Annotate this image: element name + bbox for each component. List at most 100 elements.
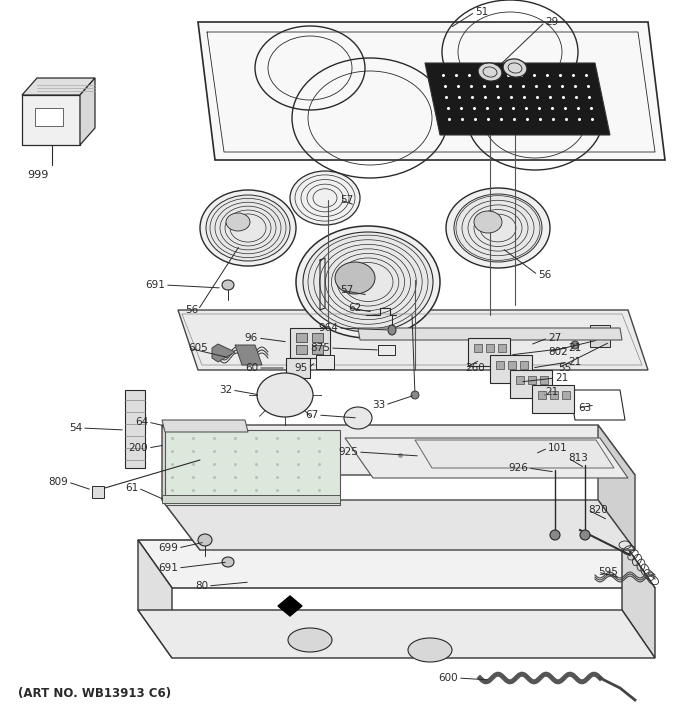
Text: 95: 95 [294, 363, 308, 373]
Text: 802: 802 [548, 347, 568, 357]
Text: 33: 33 [372, 400, 385, 410]
Ellipse shape [571, 341, 579, 349]
Bar [474, 344, 482, 352]
Polygon shape [198, 22, 665, 160]
Text: 57: 57 [340, 285, 353, 295]
Polygon shape [125, 390, 145, 468]
Text: 61: 61 [124, 483, 138, 493]
Ellipse shape [335, 262, 375, 294]
Bar [550, 391, 558, 399]
Text: 51: 51 [475, 7, 488, 17]
Polygon shape [415, 440, 614, 468]
Polygon shape [138, 540, 172, 658]
Text: 64: 64 [135, 417, 148, 427]
Ellipse shape [198, 534, 212, 546]
Polygon shape [490, 355, 532, 383]
Bar [312, 345, 323, 354]
Text: 56: 56 [538, 270, 551, 280]
Polygon shape [212, 344, 235, 362]
Text: 21: 21 [568, 343, 581, 353]
Text: 926: 926 [508, 463, 528, 473]
Text: 605: 605 [188, 343, 208, 353]
Ellipse shape [474, 211, 502, 233]
Text: 32: 32 [219, 385, 232, 395]
Bar [486, 344, 494, 352]
Polygon shape [345, 438, 628, 478]
Polygon shape [138, 610, 655, 658]
Bar [528, 376, 536, 384]
Polygon shape [22, 78, 95, 95]
Bar [92, 486, 104, 498]
Ellipse shape [222, 557, 234, 567]
Polygon shape [138, 540, 655, 588]
Polygon shape [358, 328, 622, 340]
Ellipse shape [388, 325, 396, 335]
Ellipse shape [206, 195, 290, 261]
Bar [508, 361, 516, 369]
Polygon shape [165, 430, 340, 505]
Ellipse shape [257, 373, 313, 417]
Polygon shape [162, 425, 635, 475]
Bar [540, 376, 548, 384]
Text: 55: 55 [558, 363, 571, 373]
Text: 67: 67 [305, 410, 318, 420]
Ellipse shape [580, 530, 590, 540]
Polygon shape [622, 540, 655, 658]
Bar [590, 325, 610, 347]
Text: 809: 809 [48, 477, 68, 487]
Bar [316, 355, 334, 369]
Polygon shape [278, 596, 302, 616]
Bar [496, 361, 504, 369]
Text: 101: 101 [548, 443, 568, 453]
Ellipse shape [303, 232, 433, 332]
Bar [538, 391, 546, 399]
Text: 54: 54 [69, 423, 82, 433]
Text: 595: 595 [598, 567, 618, 577]
Text: 57: 57 [340, 195, 353, 205]
Polygon shape [162, 420, 248, 432]
Text: 691: 691 [158, 563, 178, 573]
Bar [562, 391, 570, 399]
Ellipse shape [550, 530, 560, 540]
Text: 21: 21 [555, 373, 568, 383]
Polygon shape [425, 63, 610, 135]
Ellipse shape [222, 280, 234, 290]
Polygon shape [235, 345, 262, 365]
Text: 63: 63 [578, 403, 591, 413]
Ellipse shape [503, 59, 527, 77]
Text: 62: 62 [348, 303, 361, 313]
Text: 21: 21 [568, 357, 581, 367]
Text: 27: 27 [548, 333, 561, 343]
Bar [516, 376, 524, 384]
Text: 875: 875 [310, 343, 330, 353]
Ellipse shape [411, 391, 419, 399]
Polygon shape [290, 328, 330, 358]
Bar [162, 495, 340, 503]
Text: 80: 80 [195, 581, 208, 591]
Bar [296, 333, 307, 342]
Polygon shape [22, 95, 80, 145]
Bar [312, 333, 323, 342]
Bar [520, 361, 528, 369]
Polygon shape [162, 500, 635, 550]
Text: 813: 813 [568, 453, 588, 463]
Bar [296, 345, 307, 354]
Text: 699: 699 [158, 543, 178, 553]
Ellipse shape [344, 407, 372, 429]
Text: 925: 925 [338, 447, 358, 457]
Polygon shape [598, 425, 635, 550]
Bar [35, 108, 63, 126]
Ellipse shape [474, 356, 482, 364]
Text: 260: 260 [465, 363, 485, 373]
Polygon shape [468, 338, 510, 366]
Ellipse shape [478, 63, 502, 81]
Polygon shape [178, 310, 648, 370]
Text: 691: 691 [145, 280, 165, 290]
Ellipse shape [288, 628, 332, 652]
Polygon shape [510, 370, 552, 398]
Ellipse shape [290, 171, 360, 225]
Polygon shape [532, 385, 574, 413]
Ellipse shape [226, 213, 250, 231]
Text: (ART NO. WB13913 C6): (ART NO. WB13913 C6) [18, 687, 171, 700]
Bar [498, 344, 506, 352]
